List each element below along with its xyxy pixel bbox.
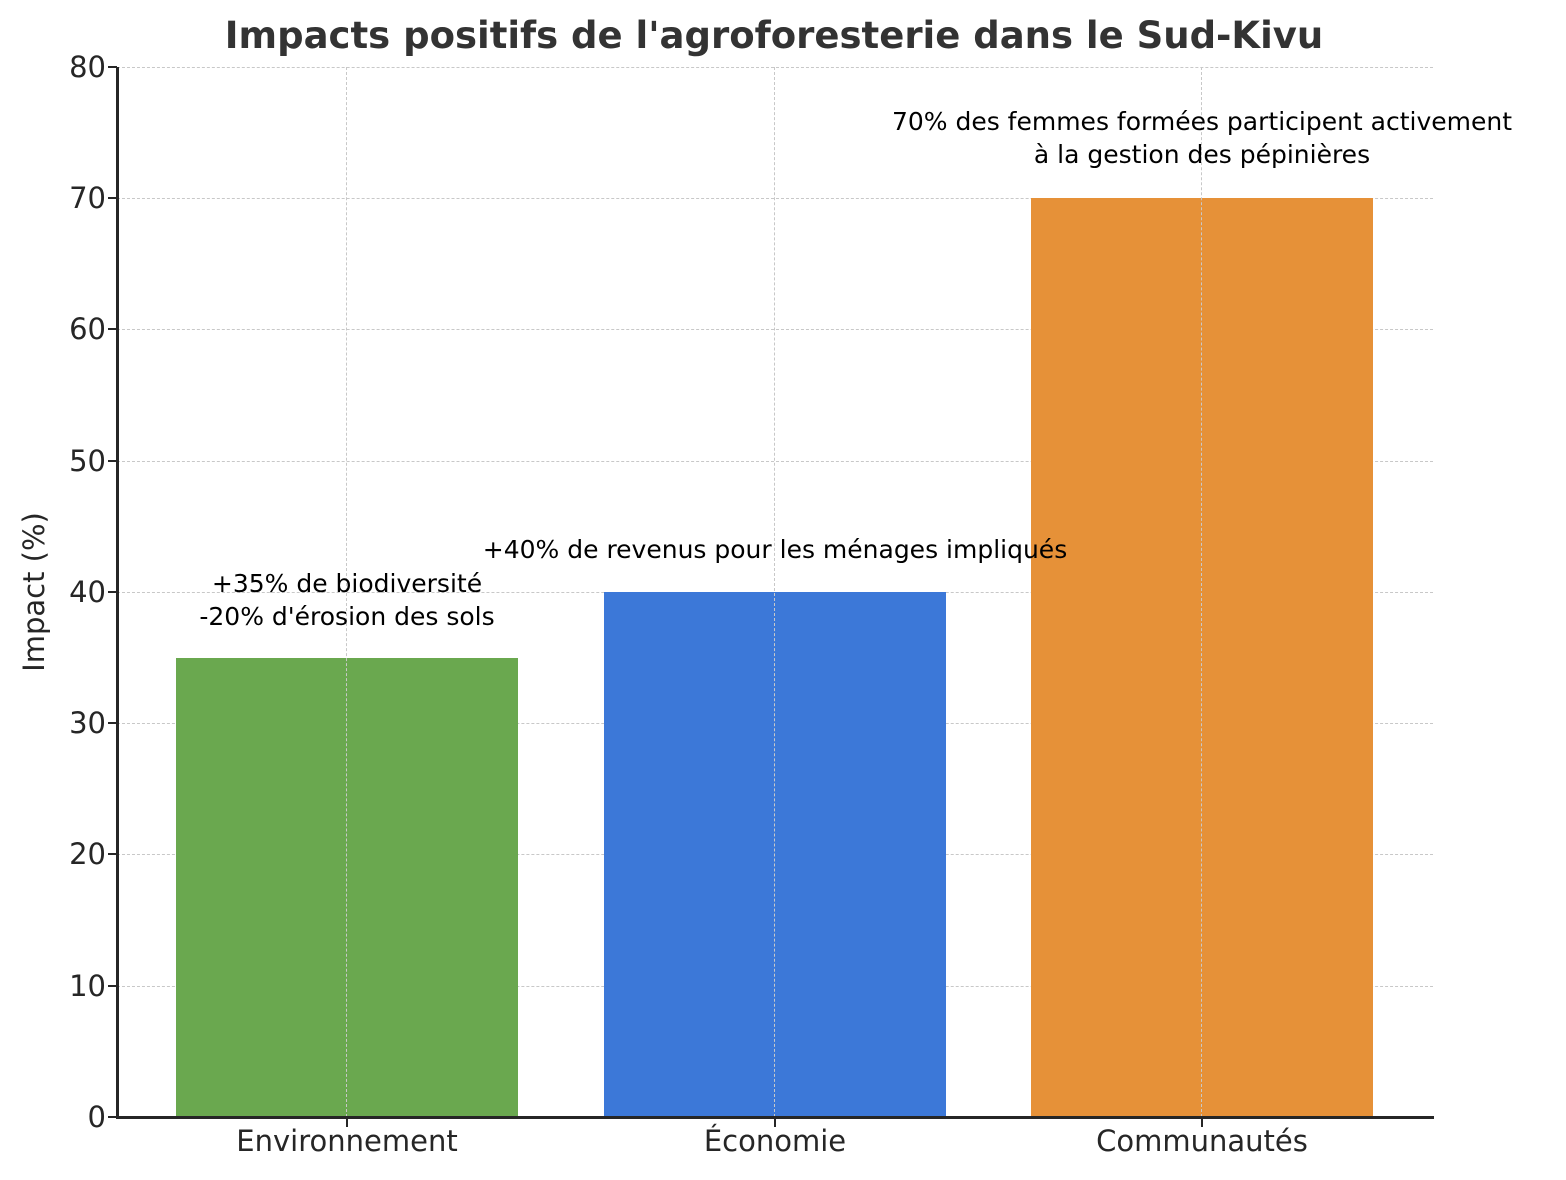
y-tick-mark: [108, 1116, 117, 1118]
x-tick-label-communautes: Communautés: [1096, 1124, 1308, 1158]
x-tick-mark: [1201, 1118, 1203, 1127]
gridline-80: [117, 67, 1433, 68]
annotation-environnement: +35% de biodiversité -20% d'érosion des …: [199, 567, 494, 633]
y-tick-label: 40: [69, 575, 106, 609]
bar-economie: [604, 592, 946, 1117]
y-tick-mark: [108, 853, 117, 855]
x-tick-mark: [774, 1118, 776, 1127]
y-tick-mark: [108, 197, 117, 199]
gridline-50: [117, 461, 1433, 462]
chart-title: Impacts positifs de l'agroforesterie dan…: [224, 14, 1324, 57]
annotation-communautes: 70% des femmes formées participent activ…: [892, 105, 1512, 171]
annotation-line: +35% de biodiversité: [211, 569, 483, 598]
x-tick-mark: [346, 1118, 348, 1127]
y-tick-label: 30: [69, 706, 106, 740]
y-tick-mark: [108, 328, 117, 330]
x-axis-line: [116, 1116, 1434, 1119]
y-tick-label: 0: [87, 1100, 106, 1134]
y-axis-label: Impact (%): [17, 512, 51, 672]
y-tick-label: 70: [69, 181, 106, 215]
x-tick-label-economie: Économie: [703, 1124, 847, 1158]
y-tick-mark: [108, 460, 117, 462]
y-tick-mark: [108, 985, 117, 987]
y-tick-label: 10: [69, 969, 106, 1003]
annotation-line: à la gestion des pépinières: [1033, 140, 1371, 169]
bar-communautes: [1031, 198, 1373, 1117]
y-tick-mark: [108, 722, 117, 724]
gridline-60: [117, 329, 1433, 330]
y-tick-label: 80: [69, 50, 106, 84]
y-axis-line: [116, 67, 119, 1118]
annotation-line: -20% d'érosion des sols: [199, 602, 495, 631]
y-tick-mark: [108, 591, 117, 593]
gridline-70: [117, 198, 1433, 199]
vgridline-economie: [774, 67, 775, 1117]
x-tick-label-environnement: Environnement: [236, 1124, 458, 1158]
annotation-economie: +40% de revenus pour les ménages impliqu…: [483, 533, 1067, 566]
y-tick-label: 20: [69, 837, 106, 871]
vgridline-environnement: [346, 67, 347, 1117]
bar-environnement: [176, 658, 518, 1117]
plot-area: [117, 67, 1433, 1117]
y-tick-mark: [108, 66, 117, 68]
annotation-line: 70% des femmes formées participent activ…: [891, 107, 1513, 136]
annotation-line: +40% de revenus pour les ménages impliqu…: [482, 535, 1068, 564]
vgridline-communautes: [1201, 67, 1202, 1117]
y-tick-label: 50: [69, 444, 106, 478]
y-tick-label: 60: [69, 312, 106, 346]
